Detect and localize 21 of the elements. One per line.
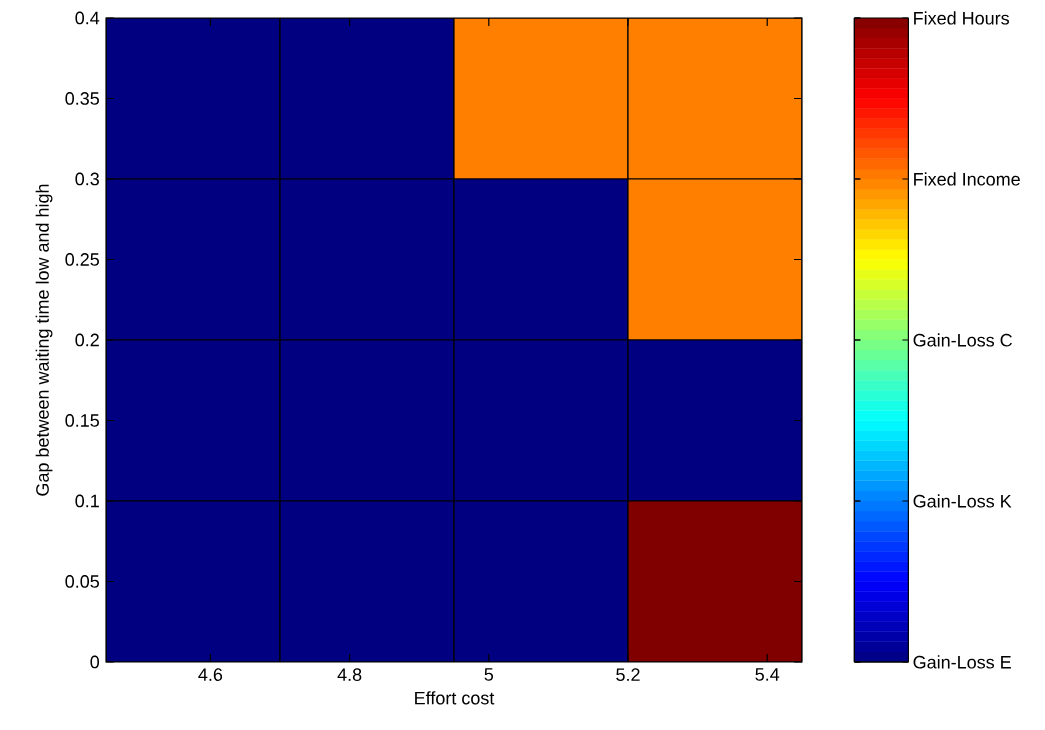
y-tick-label: 0.05 [65, 575, 99, 588]
y-tick-label: 0.4 [75, 11, 100, 25]
x-tick-label: 5.4 [755, 668, 780, 681]
x-tick-label: 4.8 [337, 668, 362, 681]
color-bar-label: Fixed Income [914, 172, 1020, 186]
y-tick-label: 0.2 [75, 333, 99, 347]
color-bar-label: Fixed Hours [914, 11, 1009, 25]
x-tick-label: 4.6 [198, 668, 223, 681]
color-bar-label: Gain-Loss C [913, 333, 1012, 347]
y-tick-label: 0.1 [75, 494, 99, 508]
x-tick-label: 5 [484, 668, 494, 681]
y-axis-title: Gap between waiting time low and high [35, 184, 53, 496]
color-bar-label: Gain-Loss K [913, 494, 1012, 508]
x-tick-label: 5.2 [616, 668, 640, 681]
x-axis-title: Effort cost [415, 691, 495, 705]
y-tick-label: 0.35 [65, 92, 99, 105]
y-tick-label: 0.3 [75, 172, 99, 186]
y-tick-label: 0.25 [65, 253, 99, 266]
color-bar-label: Gain-Loss E [913, 655, 1011, 669]
y-tick-label: 0 [90, 655, 100, 669]
y-tick-label: 0.15 [65, 414, 99, 427]
